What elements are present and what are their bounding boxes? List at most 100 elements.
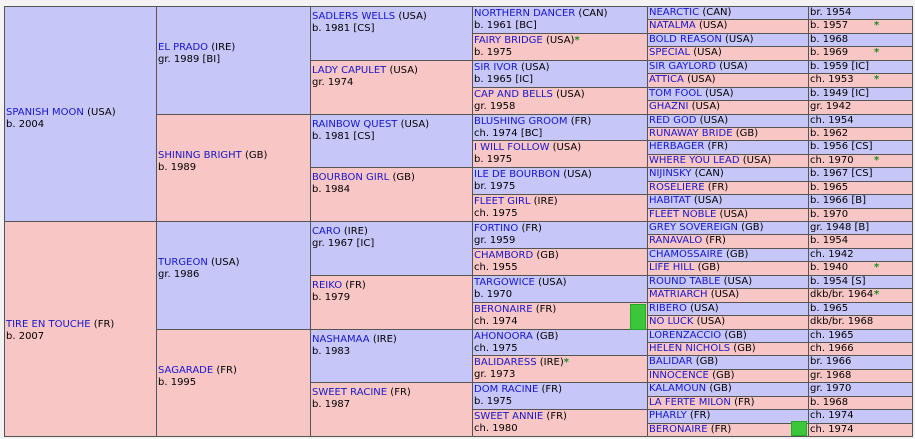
horse-name-link[interactable]: ROSELIERE [649, 182, 705, 193]
gen5-info-cell: b. 1970 [808, 208, 913, 222]
horse-name-link[interactable]: NEARCTIC [649, 7, 700, 18]
horse-name-link[interactable]: LORENZACCIO [649, 330, 722, 341]
gen5-horse-cell: MATRIARCH (USA) [647, 288, 809, 303]
horse-name-link[interactable]: NASHAMAA [312, 334, 370, 345]
horse-name-link[interactable]: DOM RACINE [474, 384, 539, 395]
horse-country: (IRE) [372, 334, 397, 345]
gen5-horse-cell: LA FERTE MILON (FR) [647, 396, 809, 410]
horse-name-link[interactable]: NIJINSKY [649, 168, 692, 179]
horse-name-link[interactable]: BALIDAR [649, 356, 693, 367]
horse-name-link[interactable]: CHAMBORD [474, 250, 534, 261]
horse-entry: TURGEON (USA) gr. 1986 [158, 257, 239, 281]
horse-info-entry: b. 1965 [810, 182, 848, 194]
horse-info-entry: b. 1957 [810, 20, 848, 32]
horse-name-link[interactable]: LADY CAPULET [312, 65, 387, 76]
gen5-info-cell: ch. 1974 [808, 423, 913, 437]
horse-info-entry: ch. 1953 [810, 74, 854, 86]
horse-info: gr. 1948 [B] [810, 222, 870, 233]
horse-name-link[interactable]: CAP AND BELLS [474, 89, 553, 100]
horse-name-link[interactable]: GREY SOVEREIGN [649, 222, 738, 233]
horse-entry: RAINBOW QUEST (USA) b. 1981 [CS] [312, 119, 429, 143]
horse-name-link[interactable]: RANAVALO [649, 235, 703, 246]
horse-entry: SHINING BRIGHT (GB) b. 1989 [158, 150, 267, 174]
horse-name-link[interactable]: REIKO [312, 280, 343, 291]
horse-name-link[interactable]: SHINING BRIGHT [158, 150, 242, 161]
horse-name-link[interactable]: RIBERO [649, 303, 687, 314]
horse-name-link[interactable]: NATALMA [649, 20, 696, 31]
horse-name-link[interactable]: BOURBON GIRL [312, 172, 390, 183]
horse-name-link[interactable]: WHERE YOU LEAD [649, 155, 740, 166]
horse-name-link[interactable]: BALIDARESS [474, 357, 537, 368]
horse-name-link[interactable]: HELEN NICHOLS [649, 343, 731, 354]
horse-name-link[interactable]: FLEET GIRL [474, 196, 531, 207]
gen2-horse-cell: SAGARADE (FR) b. 1995 [156, 329, 311, 437]
horse-name-link[interactable]: I WILL FOLLOW [474, 142, 550, 153]
horse-entry: LA FERTE MILON (FR) [649, 397, 755, 409]
horse-name-link[interactable]: LIFE HILL [649, 262, 695, 273]
gen5-horse-cell: KALAMOUN (GB) [647, 382, 809, 397]
horse-name-link[interactable]: KALAMOUN [649, 383, 707, 394]
gen3-horse-cell: SWEET RACINE (FR) b. 1987 [310, 382, 473, 437]
horse-name-link[interactable]: ATTICA [649, 74, 684, 85]
horse-name-link[interactable]: CARO [312, 226, 341, 237]
horse-name-link[interactable]: SIR GAYLORD [649, 61, 717, 72]
horse-name-link[interactable]: FORTINO [474, 223, 519, 234]
horse-name-link[interactable]: RED GOD [649, 115, 697, 126]
horse-name-link[interactable]: BLUSHING GROOM [474, 116, 568, 127]
horse-name-link[interactable]: NO LUCK [649, 316, 694, 327]
horse-name-link[interactable]: SADLERS WELLS [312, 11, 396, 22]
gen5-info-cell: b. 1940 * [808, 261, 913, 276]
horse-entry: FLEET GIRL (IRE) ch. 1975 [474, 196, 558, 220]
horse-name-link[interactable]: BERONAIRE [649, 424, 708, 435]
horse-country: (GB) [735, 128, 759, 139]
horse-info: dkb/br. 1964 [810, 289, 874, 300]
horse-name-link[interactable]: TOM FOOL [649, 88, 702, 99]
gen5-horse-cell: HELEN NICHOLS (GB) [647, 342, 809, 356]
horse-name-link[interactable]: SIR IVOR [474, 62, 518, 73]
horse-name-link[interactable]: BOLD REASON [649, 34, 722, 45]
horse-name-link[interactable]: RUNAWAY BRIDE [649, 128, 733, 139]
gen5-info-cell: ch. 1970 * [808, 154, 913, 168]
horse-name-link[interactable]: ROUND TABLE [649, 276, 721, 287]
horse-name-link[interactable]: AHONOORA [474, 331, 533, 342]
gen5-info-cell: ch. 1953 * [808, 73, 913, 88]
horse-name-link[interactable]: BERONAIRE [474, 304, 533, 315]
horse-info-entry: b. 1968 [810, 397, 848, 409]
horse-name-link[interactable]: SWEET ANNIE [474, 411, 544, 422]
gen5-horse-cell: ATTICA (USA) [647, 73, 809, 88]
horse-country: (FR) [390, 387, 411, 398]
horse-entry: CARO (IRE) gr. 1967 [IC] [312, 226, 374, 250]
horse-name-link[interactable]: INNOCENCE [649, 370, 709, 381]
horse-name-link[interactable]: GHAZNI [649, 101, 689, 112]
horse-name-link[interactable]: FLEET NOBLE [649, 209, 717, 220]
horse-info: b. 1979 [312, 292, 351, 303]
horse-name-link[interactable]: FAIRY BRIDGE [474, 35, 543, 46]
horse-name-link[interactable]: SPANISH MOON [6, 107, 84, 118]
gen4-horse-cell: SWEET ANNIE (FR) ch. 1980 [472, 409, 648, 437]
horse-name-link[interactable]: HABITAT [649, 195, 691, 206]
horse-info: b. 1954 [810, 235, 849, 246]
horse-info: gr. 1958 [474, 101, 516, 112]
horse-name-link[interactable]: HERBAGER [649, 141, 705, 152]
horse-info: b. 1984 [312, 184, 351, 195]
horse-name-link[interactable]: NORTHERN DANCER [474, 8, 576, 19]
horse-name-link[interactable]: LA FERTE MILON [649, 397, 731, 408]
horse-country: (USA) [710, 289, 740, 300]
horse-name-link[interactable]: ILE DE BOURBON [474, 169, 561, 180]
horse-name-link[interactable]: SAGARADE [158, 365, 214, 376]
gen5-horse-cell: RANAVALO (FR) [647, 234, 809, 249]
horse-name-link[interactable]: PHARLY [649, 410, 687, 421]
horse-info: gr. 1973 [474, 369, 516, 380]
horse-name-link[interactable]: SWEET RACINE [312, 387, 388, 398]
horse-name-link[interactable]: TIRE EN TOUCHE [6, 319, 91, 330]
star-icon: * [874, 289, 880, 300]
gen3-horse-cell: CARO (IRE) gr. 1967 [IC] [310, 221, 473, 276]
horse-name-link[interactable]: CHAMOSSAIRE [649, 249, 723, 260]
horse-name-link[interactable]: TURGEON [158, 257, 208, 268]
horse-name-link[interactable]: RAINBOW QUEST [312, 119, 398, 130]
horse-name-link[interactable]: TARGOWICE [474, 277, 535, 288]
horse-name-link[interactable]: SPECIAL [649, 47, 691, 58]
horse-entry: DOM RACINE (FR) b. 1975 [474, 384, 562, 408]
horse-name-link[interactable]: EL PRADO [158, 42, 209, 53]
horse-name-link[interactable]: MATRIARCH [649, 289, 708, 300]
